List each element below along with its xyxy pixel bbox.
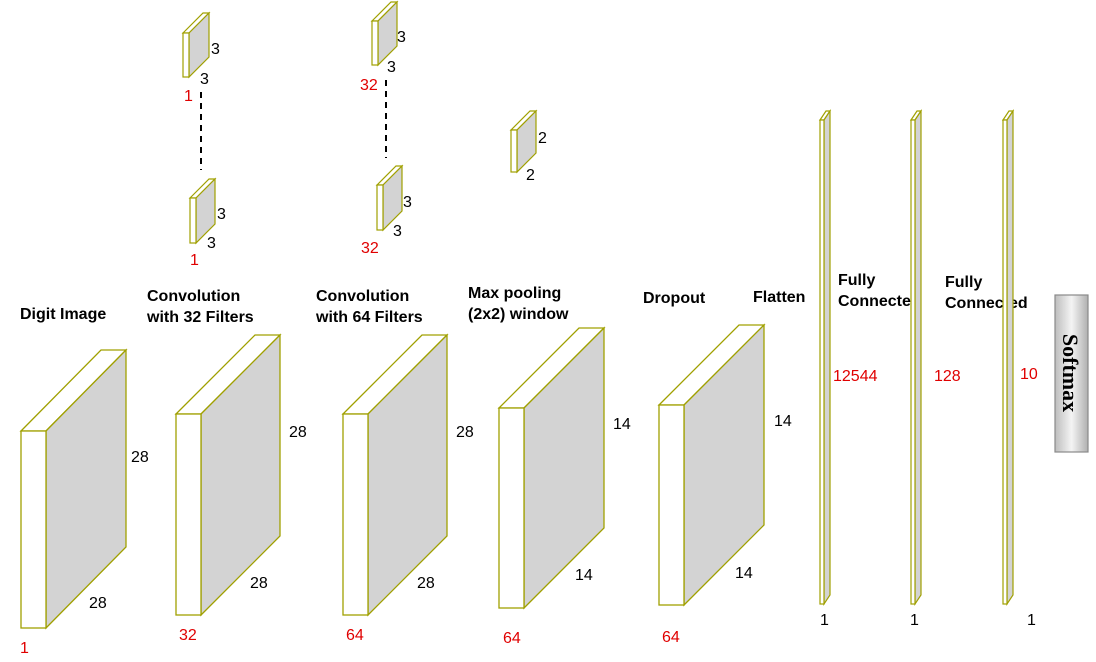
label-fc2-line2: Connected <box>945 295 1028 312</box>
dense-fc2-bar <box>1001 109 1015 606</box>
block-maxpool <box>497 326 606 610</box>
kernel-conv32-bottom-height: 3 <box>217 206 226 223</box>
softmax-box: Softmax <box>1054 294 1089 453</box>
kernel-conv32-bottom <box>188 177 217 245</box>
kernel-conv64-top-index: 32 <box>360 77 378 94</box>
block-input-height: 28 <box>131 449 149 466</box>
kernel-conv32-bottom-index: 1 <box>190 252 199 269</box>
block-conv32 <box>174 333 282 617</box>
dense-flatten-depth: 1 <box>820 612 829 629</box>
kernel-conv32-top <box>181 11 211 79</box>
dense-fc1-depth: 1 <box>910 612 919 629</box>
dense-fc2-depth: 1 <box>1027 612 1036 629</box>
label-fc1-line2: Connected <box>838 293 921 310</box>
block-dropout-depth: 64 <box>662 629 680 646</box>
kernel-pool-height: 2 <box>538 130 547 147</box>
kernel-pool-width: 2 <box>526 167 535 184</box>
dense-flatten-bar <box>818 109 832 606</box>
dense-fc1-units: 128 <box>934 368 961 385</box>
kernel-conv64-top <box>370 0 399 67</box>
dense-fc1-bar <box>909 109 923 606</box>
label-conv64-line1: Convolution <box>316 288 409 305</box>
block-conv64-height: 28 <box>456 424 474 441</box>
label-conv32-line2: with 32 Filters <box>146 309 254 326</box>
block-conv32-width: 28 <box>250 575 268 592</box>
dense-fc2-units: 10 <box>1020 366 1038 383</box>
label-dropout: Dropout <box>643 290 706 307</box>
kernel-conv64-bottom-index: 32 <box>361 240 379 257</box>
label-maxpool-line2: (2x2) window <box>468 306 569 323</box>
label-conv32-line1: Convolution <box>147 288 240 305</box>
kernel-conv64-top-width: 3 <box>387 59 396 76</box>
block-conv32-height: 28 <box>289 424 307 441</box>
label-fc2-line1: Fully <box>945 274 982 291</box>
block-conv64 <box>341 333 449 617</box>
block-dropout-height: 14 <box>774 413 792 430</box>
kernel-conv64-top-height: 3 <box>397 29 406 46</box>
block-conv64-depth: 64 <box>346 627 364 644</box>
kernel-conv64-bottom-width: 3 <box>393 223 402 240</box>
label-conv64-line2: with 64 Filters <box>315 309 423 326</box>
kernel-conv32-bottom-width: 3 <box>207 235 216 252</box>
kernel-conv32-top-height: 3 <box>211 41 220 58</box>
label-maxpool-line1: Max pooling <box>468 285 561 302</box>
kernel-conv64-bottom-height: 3 <box>403 194 412 211</box>
label-flatten: Flatten <box>753 289 805 306</box>
kernel-conv32-top-index: 1 <box>184 88 193 105</box>
dense-flatten-units: 12544 <box>833 368 878 385</box>
kernel-conv32-top-width: 3 <box>200 71 209 88</box>
block-maxpool-height: 14 <box>613 416 631 433</box>
label-fc1-line1: Fully <box>838 272 875 289</box>
block-dropout-width: 14 <box>735 565 753 582</box>
kernel-pool <box>509 109 538 174</box>
block-dropout <box>657 323 766 607</box>
block-maxpool-width: 14 <box>575 567 593 584</box>
block-conv32-depth: 32 <box>179 627 197 644</box>
block-input-depth: 1 <box>20 640 29 657</box>
block-input-width: 28 <box>89 595 107 612</box>
block-maxpool-depth: 64 <box>503 630 521 647</box>
block-conv64-width: 28 <box>417 575 435 592</box>
softmax-label: Softmax <box>1058 334 1083 412</box>
kernel-conv64-bottom <box>375 164 404 232</box>
block-input-image <box>19 348 128 630</box>
label-digit-image: Digit Image <box>20 306 106 323</box>
